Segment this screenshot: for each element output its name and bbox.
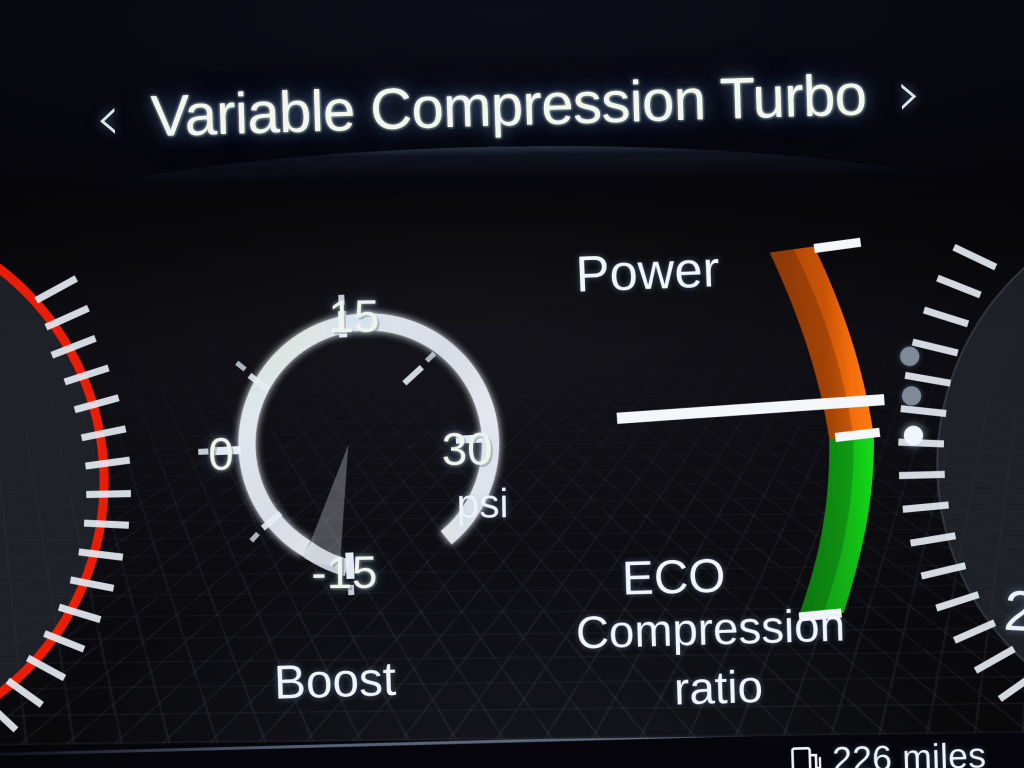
power-top-tick <box>813 237 862 254</box>
chevron-right-icon[interactable]: › <box>895 55 923 131</box>
boost-unit-label: psi <box>456 481 509 527</box>
boost-gauge-label: Boost <box>273 651 397 709</box>
chevron-left-icon[interactable]: ‹ <box>94 80 122 156</box>
boost-tick-15: 15 <box>328 290 380 343</box>
compression-ratio-caption-line1: Compression <box>575 598 846 659</box>
page-title: Variable Compression Turbo <box>149 62 868 150</box>
boost-fill-arc <box>301 541 350 577</box>
range-text: 226 miles <box>831 735 987 768</box>
eco-segment <box>798 436 874 616</box>
eco-label: ECO <box>621 547 727 605</box>
boost-tick-minus-15: -15 <box>310 546 378 599</box>
power-eco-boundary-tick <box>834 427 881 443</box>
boost-ring <box>238 313 500 556</box>
boost-gauge: 0 15 30 -15 psi Boost <box>143 229 574 709</box>
compression-ratio-gauge: Power ECO Compression ratio <box>575 229 935 715</box>
status-bar: 226 miles <box>0 732 1024 768</box>
boost-fill-wedge <box>303 444 349 568</box>
compression-ratio-indicator <box>616 394 885 424</box>
fuel-pump-icon <box>791 746 822 768</box>
boost-tick-30: 30 <box>441 422 493 476</box>
tachometer-gauge: 7 <box>0 151 165 768</box>
boost-tick-0: 0 <box>208 428 235 481</box>
range-readout: 226 miles <box>790 736 987 768</box>
speedometer-value-label: 20 <box>1002 577 1024 646</box>
compression-ratio-caption-line2: ratio <box>673 660 764 715</box>
power-segment <box>769 246 874 439</box>
speedometer-gauge: 20 <box>864 136 1024 768</box>
power-label: Power <box>574 240 721 303</box>
eco-bottom-tick <box>798 608 842 622</box>
